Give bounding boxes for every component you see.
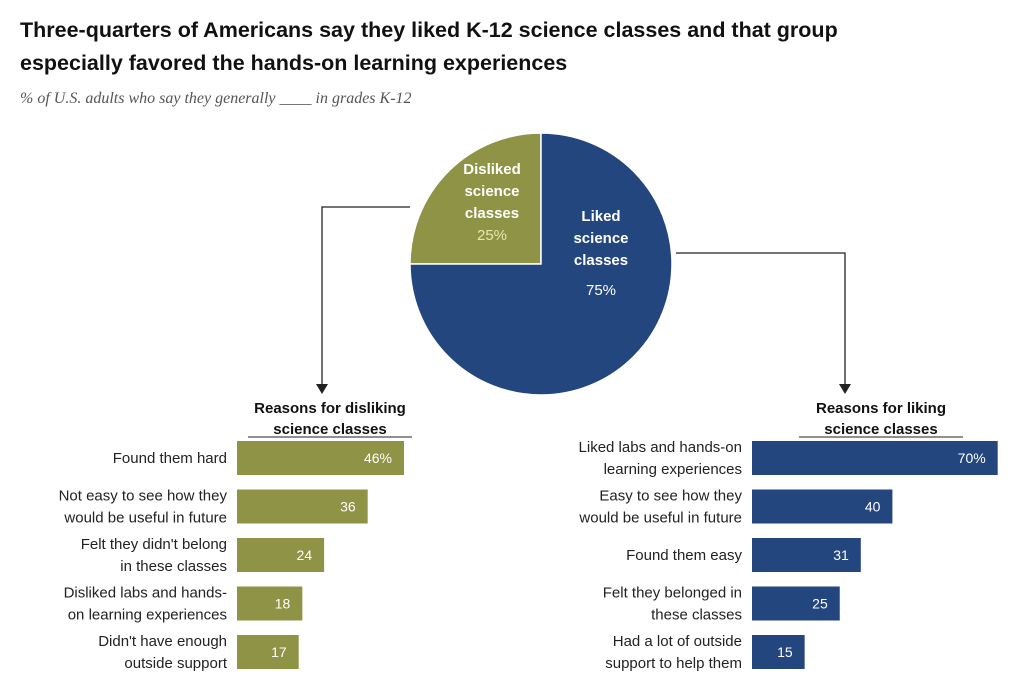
right-heading: science classes	[824, 421, 937, 438]
right-bar	[752, 635, 805, 669]
connector-left	[321, 206, 410, 388]
pie-label: classes	[465, 205, 519, 222]
pie-value-label: 75%	[586, 282, 616, 299]
left-category-label: would be useful in future	[63, 510, 227, 527]
left-category-label: Felt they didn't belong	[81, 536, 227, 553]
right-category-label: Had a lot of outside	[613, 633, 742, 650]
left-category-label: Disliked labs and hands-	[64, 585, 227, 602]
left-bar	[237, 538, 325, 572]
right-category-label: learning experiences	[604, 461, 742, 478]
right-bar-value: 25	[812, 596, 828, 612]
title-line-1: Three-quarters of Americans say they lik…	[20, 18, 838, 42]
right-bar-value: 31	[833, 547, 849, 563]
pie-label: science	[573, 230, 628, 247]
left-bar	[237, 635, 299, 669]
pie-slice-disliked	[409, 132, 542, 265]
arrow-right	[839, 384, 851, 394]
right-category-label: Felt they belonged in	[603, 585, 742, 602]
left-bar-value: 17	[271, 644, 287, 660]
pie-label: Disliked	[463, 161, 521, 178]
left-category-label: Not easy to see how they	[59, 488, 228, 505]
right-category-label: Found them easy	[626, 547, 742, 564]
left-category-label: Didn't have enough	[98, 633, 227, 650]
pie-slice-liked	[409, 132, 673, 396]
right-category-label: Easy to see how they	[599, 488, 742, 505]
pie-label: science	[464, 183, 519, 200]
right-heading: Reasons for liking	[816, 400, 946, 417]
right-category-label: these classes	[651, 607, 742, 624]
left-bar	[237, 441, 404, 475]
left-category-label: on learning experiences	[68, 607, 227, 624]
chart-subtitle: % of U.S. adults who say they generally …	[20, 90, 412, 107]
right-bar	[752, 489, 893, 524]
right-bar-value: 70%	[958, 450, 986, 466]
right-category-label: Liked labs and hands-on	[579, 439, 742, 456]
right-bar	[752, 538, 861, 572]
left-heading: science classes	[273, 421, 386, 438]
connector-right	[676, 252, 846, 388]
pie-label: classes	[574, 252, 628, 269]
right-bar	[752, 586, 840, 621]
left-bar-value: 46%	[364, 450, 392, 466]
right-bar-value: 15	[777, 644, 793, 660]
left-category-label: Found them hard	[113, 450, 227, 467]
right-category-label: would be useful in future	[578, 510, 742, 527]
left-category-label: outside support	[124, 655, 227, 672]
left-bar	[237, 489, 368, 524]
pie-value-label: 25%	[477, 227, 507, 244]
left-heading: Reasons for disliking	[254, 400, 406, 417]
pie-label: Liked	[581, 208, 620, 225]
right-bar	[752, 441, 998, 475]
left-bar-value: 18	[275, 596, 291, 612]
arrow-left	[316, 384, 328, 394]
left-bar-value: 24	[297, 547, 313, 563]
chart-title: Three-quarters of Americans say they lik…	[20, 14, 1010, 80]
title-line-2: especially favored the hands-on learning…	[20, 51, 568, 75]
right-category-label: support to help them	[605, 655, 742, 672]
left-category-label: in these classes	[120, 558, 227, 575]
left-bar-value: 36	[340, 499, 356, 515]
left-bar	[237, 586, 303, 621]
right-bar-value: 40	[865, 499, 881, 515]
